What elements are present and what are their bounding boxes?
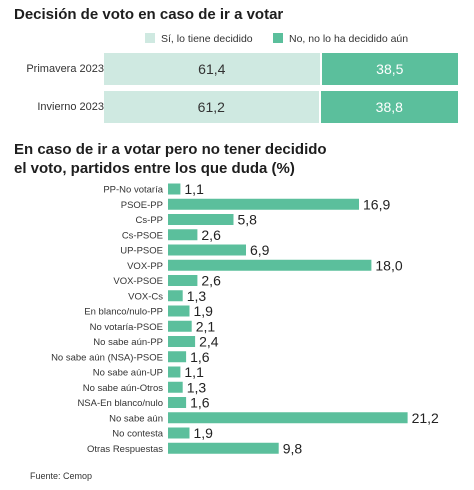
category-label: VOX-PSOE [113,276,163,287]
stack-value-label: 38,8 [375,99,403,115]
category-label: Cs-PSOE [122,230,163,241]
value-label: 5,8 [238,212,258,228]
bar [168,442,279,454]
value-label: 1,9 [194,425,214,441]
bar [168,381,183,393]
category-label: No sabe aún-UP [93,368,163,379]
bar [168,275,198,286]
value-label: 2,6 [201,273,221,289]
category-label: No votaría-PSOE [90,322,163,333]
stack-row-label: Primavera 2023 [26,63,104,75]
value-label: 6,9 [250,242,270,258]
stack-value-label: 38,5 [376,61,404,77]
bar [168,397,187,408]
legend-label-si: Sí, lo tiene decidido [161,33,253,45]
bar [168,259,372,271]
category-label: UP-PSOE [120,246,163,257]
bar [168,351,187,363]
value-label: 1,6 [190,349,210,365]
value-label: 2,1 [196,318,216,334]
bar [168,320,192,332]
legend-label-no: No, no lo ha decidido aún [289,33,409,45]
category-label: VOX-PP [127,261,163,272]
category-label: No sabe aún-PP [93,337,163,348]
bar [168,290,183,302]
chart-title-dudas: En caso de ir a votar pero no tener deci… [14,140,327,178]
value-label: 1,1 [184,364,204,380]
bar [168,229,198,241]
bar [168,366,181,378]
stack-segment-no: 38,8 [320,91,458,123]
legend-swatch-si [145,33,155,43]
category-label: No contesta [112,429,163,440]
value-label: 18,0 [375,257,402,273]
category-label: No sabe aún [109,413,163,424]
legend-item-no: No, no lo ha decidido aún [273,33,408,45]
chart-title-line: el voto, partidos entre los que duda (%) [14,160,295,177]
category-label: Otras Respuestas [87,444,163,455]
stack-row-invierno: Invierno 2023 61,2 38,8 [0,91,474,123]
chart-title-decision: Decisión de voto en caso de ir a votar [14,6,284,23]
bar [168,244,246,256]
value-label: 21,2 [412,410,439,426]
stack-value-label: 61,4 [198,61,226,77]
bar [168,198,359,210]
value-label: 2,4 [199,334,219,350]
stack-value-label: 61,2 [197,99,225,115]
category-label: PSOE-PP [121,200,163,211]
category-label: PP-No votaría [103,185,163,196]
value-label: 16,9 [363,196,390,212]
category-label: No sabe aún-Otros [83,383,164,394]
legend-swatch-no [273,33,283,43]
category-label: NSA-En blanco/nulo [77,398,163,409]
stack-segment-si: 61,2 [104,91,319,123]
value-label: 1,9 [194,303,214,319]
category-label: En blanco/nulo-PP [84,307,163,318]
value-label: 2,6 [201,227,221,243]
chart-title-line: En caso de ir a votar pero no tener deci… [14,141,327,158]
source-note: Fuente: Cemop [30,471,93,481]
bar [168,412,408,424]
bar [168,214,234,225]
category-label: Cs-PP [136,215,163,226]
value-label: 1,6 [190,395,210,411]
stack-segment-no: 38,5 [321,53,458,85]
stack-segment-si: 61,4 [104,53,320,85]
stack-row-primavera: Primavera 2023 61,4 38,5 [0,53,474,85]
value-label: 1,3 [187,288,207,304]
bar [168,336,196,347]
category-label: VOX-Cs [128,291,163,302]
value-label: 1,3 [187,379,207,395]
value-label: 1,1 [184,181,204,197]
legend-item-si: Sí, lo tiene decidido [145,33,253,45]
category-label: No sabe aún (NSA)-PSOE [51,352,163,363]
bar [168,305,190,317]
bar [168,427,190,439]
value-label: 9,8 [283,440,303,456]
stack-row-label: Invierno 2023 [37,101,104,113]
bar [168,183,181,195]
